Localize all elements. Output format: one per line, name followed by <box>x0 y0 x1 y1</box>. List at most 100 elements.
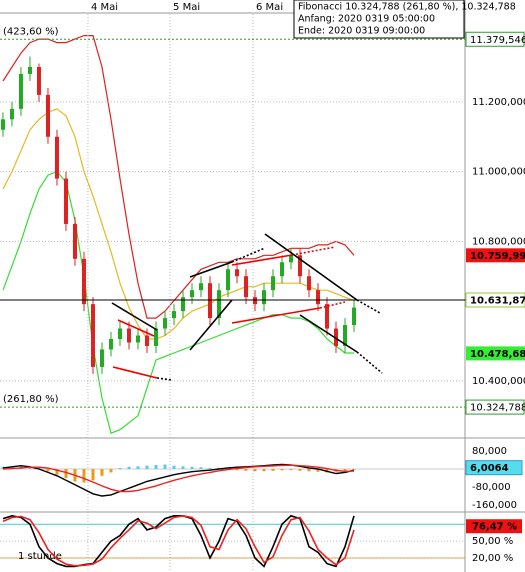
candle-body <box>334 328 339 346</box>
histogram-bar <box>235 469 239 471</box>
candle-body <box>289 255 294 263</box>
candle-body <box>153 328 158 346</box>
histogram-bar <box>172 465 176 470</box>
candle-body <box>325 304 330 329</box>
histogram-bar <box>226 468 230 470</box>
trend-line <box>117 319 155 337</box>
candle-body <box>253 297 258 305</box>
value-label: 11.379,546 <box>470 35 525 46</box>
candle-body <box>162 318 167 329</box>
info-line: Fibonacci 10.324,788 (261,80 %), 10.324,… <box>298 2 516 13</box>
candle-body <box>27 67 32 74</box>
histogram-bar <box>280 469 284 471</box>
candle-body <box>235 269 240 277</box>
info-box-frame <box>293 0 465 39</box>
value-label: 10.324,788 <box>470 403 525 414</box>
histogram-bar <box>64 469 68 479</box>
value-label: 6,0064 <box>470 463 509 474</box>
value-label-box <box>465 292 525 308</box>
trend-line <box>156 377 173 381</box>
y-tick-label: -160,000 <box>472 500 517 511</box>
histogram-bar <box>1 466 5 470</box>
candle-body <box>271 276 276 291</box>
candle-body <box>9 108 14 120</box>
trend-line <box>189 261 233 278</box>
candle-body <box>298 255 303 277</box>
y-tick-label: 11.200,000 <box>472 97 525 108</box>
candle-body <box>135 335 140 343</box>
histogram-bar <box>145 465 149 470</box>
candle-body <box>180 297 185 312</box>
candle-body <box>244 276 249 298</box>
candle-body <box>54 136 59 179</box>
band-line <box>2 170 354 435</box>
histogram-bar <box>82 469 86 483</box>
value-label-box <box>465 460 523 476</box>
candle-body <box>99 349 104 367</box>
histogram-bar <box>253 469 257 472</box>
histogram-bar <box>109 469 113 473</box>
y-tick-label: 50,00 % <box>472 536 513 547</box>
trend-line <box>231 254 293 266</box>
histogram-bar <box>244 469 248 471</box>
histogram-bar <box>127 466 131 470</box>
histogram-bar <box>190 466 194 470</box>
y-tick-label: 10.800,000 <box>472 236 525 247</box>
candle-body <box>126 328 131 343</box>
value-label-box <box>466 248 525 263</box>
trend-line <box>231 247 266 263</box>
x-tick-label: 6 Mai <box>256 2 283 13</box>
histogram-bar <box>154 464 158 470</box>
value-label: 76,47 % <box>472 522 517 533</box>
trend-line <box>319 301 346 309</box>
histogram-bar <box>298 469 302 471</box>
candle-body <box>63 178 68 224</box>
histogram-bar <box>307 469 311 472</box>
histogram-bar <box>352 469 356 470</box>
y-tick-label: 80,000 <box>472 446 507 457</box>
candle-body <box>72 223 77 259</box>
line <box>2 514 355 568</box>
info-box: Fibonacci 10.324,788 (261,80 %), 10.324,… <box>293 0 516 39</box>
histogram-bar <box>46 469 50 472</box>
value-label-box <box>465 31 525 47</box>
trend-line <box>299 314 358 353</box>
y-tick-label: 11.000,000 <box>472 167 525 178</box>
candle-body <box>343 325 348 346</box>
histogram-bar <box>118 467 122 470</box>
band-line <box>2 35 355 319</box>
candle-body <box>144 335 149 346</box>
info-line: Anfang: 2020 0319 05:00:00 <box>298 14 435 25</box>
candle-body <box>108 339 113 350</box>
info-line: Ende: 2020 0319 09:00:00 <box>298 26 425 37</box>
trend-line <box>231 307 321 324</box>
trend-line <box>112 366 158 379</box>
histogram-bar <box>100 469 104 476</box>
candle-body <box>0 119 5 130</box>
histogram-bar <box>262 469 266 472</box>
y-tick-label: -80,000 <box>472 482 511 493</box>
candle-body <box>171 311 176 319</box>
trend-lines <box>111 233 383 381</box>
candle-body <box>90 304 95 367</box>
fib-level: (261,80 %) <box>3 394 59 405</box>
trend-line <box>291 246 336 256</box>
x-tick-label: 5 Mai <box>173 2 200 13</box>
panel-label: 1 stunde <box>18 551 62 562</box>
candle-body <box>45 94 50 137</box>
histogram-bar <box>289 469 293 471</box>
line <box>2 464 355 493</box>
histogram-bar <box>55 469 59 475</box>
histogram-bar <box>343 469 347 471</box>
value-label: 10.759,990 <box>470 251 525 262</box>
candle-body <box>307 276 312 291</box>
band-line <box>2 108 355 340</box>
candle-body <box>225 269 230 291</box>
trend-line <box>189 299 233 351</box>
fib-level: (423,60 %) <box>3 26 59 37</box>
candle-body <box>262 290 267 305</box>
candle-body <box>316 290 321 305</box>
histogram-bar <box>316 469 320 472</box>
histogram-bar <box>163 464 167 470</box>
